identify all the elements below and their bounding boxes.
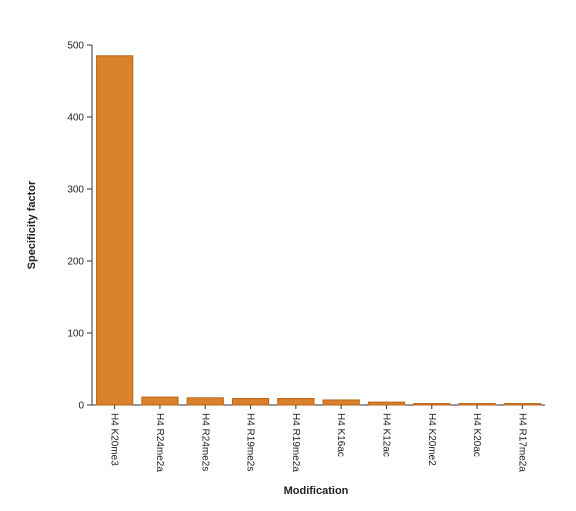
y-tick-label: 200: [67, 257, 84, 268]
bar: [277, 398, 315, 406]
y-tick-label: 0: [78, 401, 84, 412]
bar: [96, 55, 134, 406]
bar: [458, 403, 496, 406]
y-tick-label: 300: [67, 185, 84, 196]
y-tick-label: 100: [67, 329, 84, 340]
y-tick-label: 500: [67, 41, 84, 52]
x-tick-label: H4 R24me2s: [199, 413, 210, 471]
bar: [367, 401, 406, 406]
bar: [231, 398, 270, 406]
x-tick-label: H4 R24me2a: [154, 413, 165, 472]
x-tick-label: H4 R19me2a: [290, 413, 301, 472]
x-tick-label: H4 K12ac: [380, 413, 391, 457]
bar: [322, 399, 360, 406]
y-axis-title: Specificity factor: [26, 180, 38, 269]
x-tick-label: H4 K16ac: [335, 413, 346, 457]
bar: [141, 396, 179, 406]
x-tick-label: H4 R19me2s: [245, 413, 256, 471]
x-tick-label: H4 K20me3: [109, 413, 120, 466]
x-tick-label: H4 K20ac: [471, 413, 482, 457]
x-axis-title: Modification: [284, 485, 349, 497]
bar: [186, 397, 224, 406]
bar: [413, 403, 451, 406]
bar: [503, 403, 541, 406]
x-tick-label: H4 R17me2a: [516, 413, 527, 472]
x-tick-label: H4 K20me2: [426, 413, 437, 466]
y-tick-label: 400: [67, 113, 84, 124]
